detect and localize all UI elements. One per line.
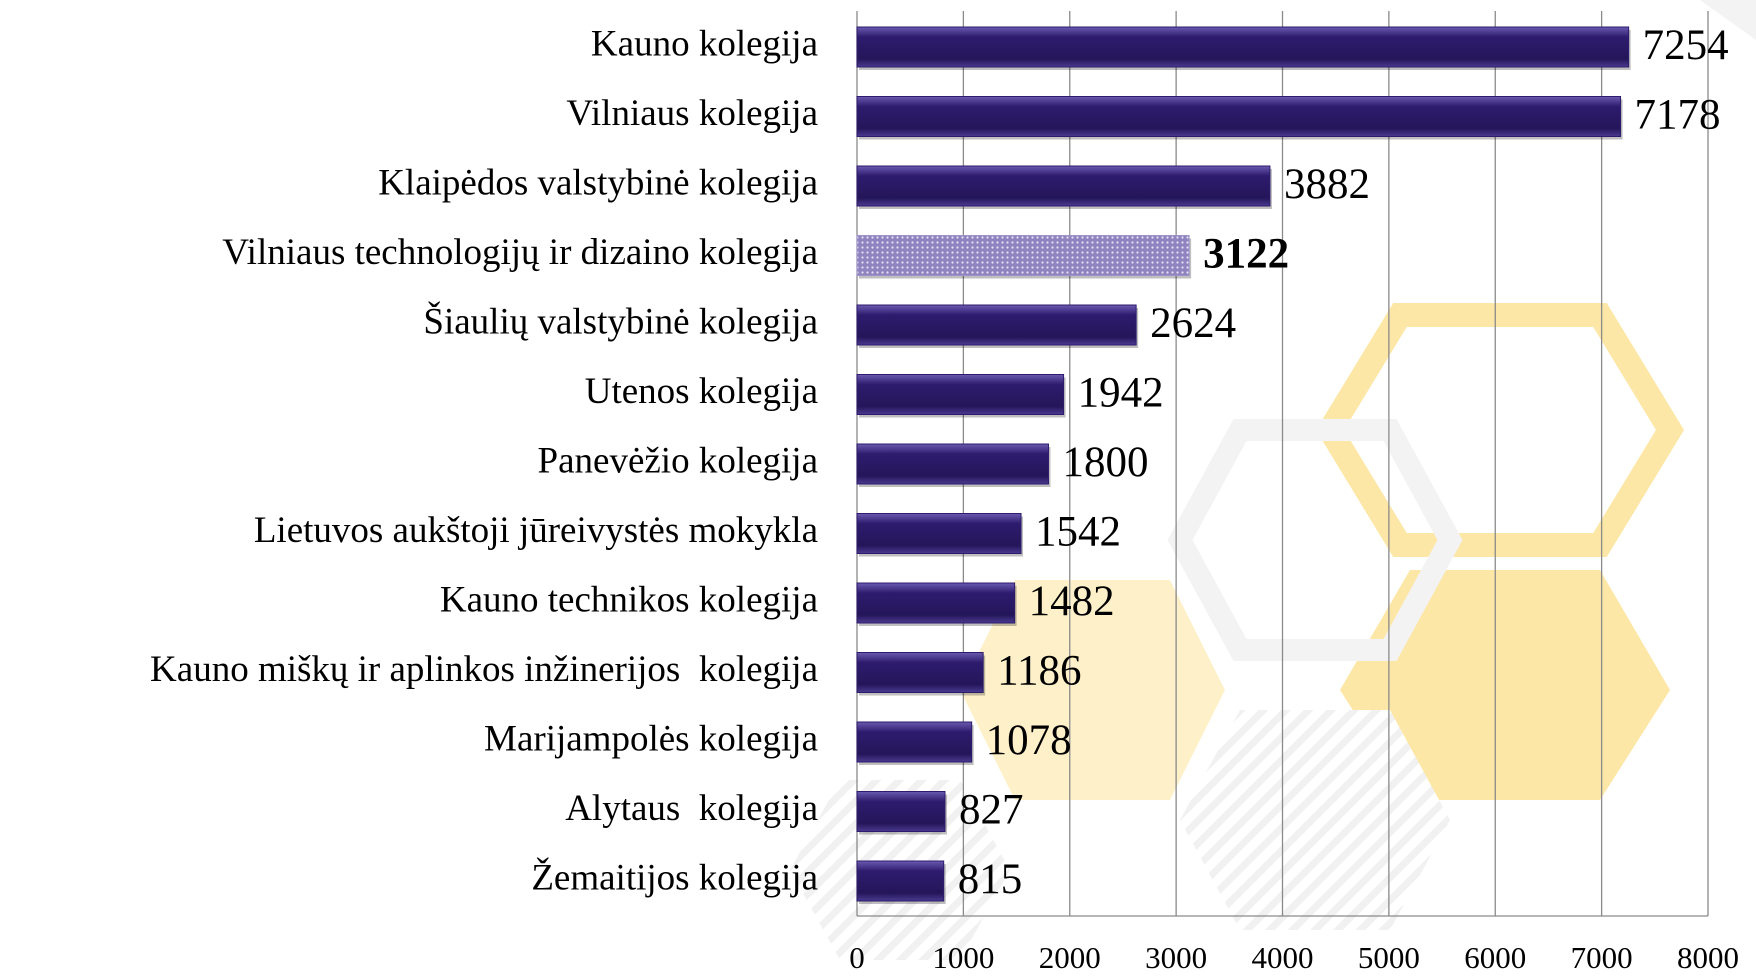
y-tick-label: Šiaulių valstybinė kolegija — [423, 300, 818, 342]
bar — [856, 721, 973, 763]
y-tick-label: Žemaitijos kolegija — [531, 856, 818, 898]
value-label: 3122 — [1203, 230, 1289, 277]
x-tick-label: 7000 — [1571, 940, 1633, 975]
x-tick-label: 2000 — [1039, 940, 1101, 975]
bar — [856, 374, 1065, 415]
y-tick-label: Panevėžio kolegija — [538, 440, 818, 481]
x-tick-label: 1000 — [932, 940, 994, 975]
x-tick-label: 5000 — [1358, 940, 1420, 975]
y-tick-label: Lietuvos aukštoji jūreivystės mokykla — [254, 510, 818, 551]
bar — [856, 652, 984, 693]
bar — [856, 791, 946, 832]
bar — [856, 235, 1190, 276]
x-tick-label: 8000 — [1677, 940, 1739, 975]
bar — [856, 304, 1137, 346]
plot-area: 0 1000 2000 3000 4000 5000 6000 7000 8000 Kauno k… — [150, 11, 1739, 975]
y-tick-label: Kauno kolegija — [591, 23, 818, 64]
value-label: 1800 — [1062, 439, 1148, 486]
value-label: 1482 — [1029, 578, 1115, 625]
value-label: 1542 — [1035, 508, 1121, 555]
bar — [856, 26, 1630, 68]
x-tick-label: 6000 — [1464, 940, 1526, 975]
y-tick-label: Marijampolės kolegija — [484, 718, 818, 759]
y-tick-label: Alytaus kolegija — [565, 788, 818, 829]
bar — [856, 582, 1016, 624]
y-tick-label: Utenos kolegija — [585, 371, 818, 412]
value-label: 3882 — [1284, 161, 1370, 208]
value-label: 1942 — [1078, 369, 1164, 416]
y-tick-label: Kauno miškų ir aplinkos inžinerijos kole… — [150, 649, 818, 690]
value-label: 815 — [958, 856, 1023, 903]
value-label: 1078 — [986, 717, 1072, 764]
bar — [856, 860, 945, 902]
value-label: 7254 — [1643, 22, 1729, 69]
y-tick-label: Vilniaus technologijų ir dizaino kolegij… — [222, 232, 818, 273]
x-tick-label: 0 — [849, 940, 865, 975]
y-tick-label: Klaipėdos valstybinė kolegija — [378, 162, 818, 203]
bar — [856, 443, 1049, 485]
bar — [856, 513, 1022, 554]
y-tick-label: Vilniaus kolegija — [566, 93, 818, 134]
value-label: 2624 — [1150, 300, 1236, 347]
value-label: 1186 — [997, 647, 1081, 694]
value-label: 7178 — [1635, 91, 1721, 138]
bar — [856, 165, 1271, 207]
background-decoration — [790, 0, 1756, 960]
x-tick-label: 3000 — [1145, 940, 1207, 975]
x-tick-label: 4000 — [1252, 940, 1314, 975]
bar — [856, 96, 1622, 137]
y-tick-label: Kauno technikos kolegija — [440, 579, 818, 620]
value-label: 827 — [959, 786, 1024, 833]
